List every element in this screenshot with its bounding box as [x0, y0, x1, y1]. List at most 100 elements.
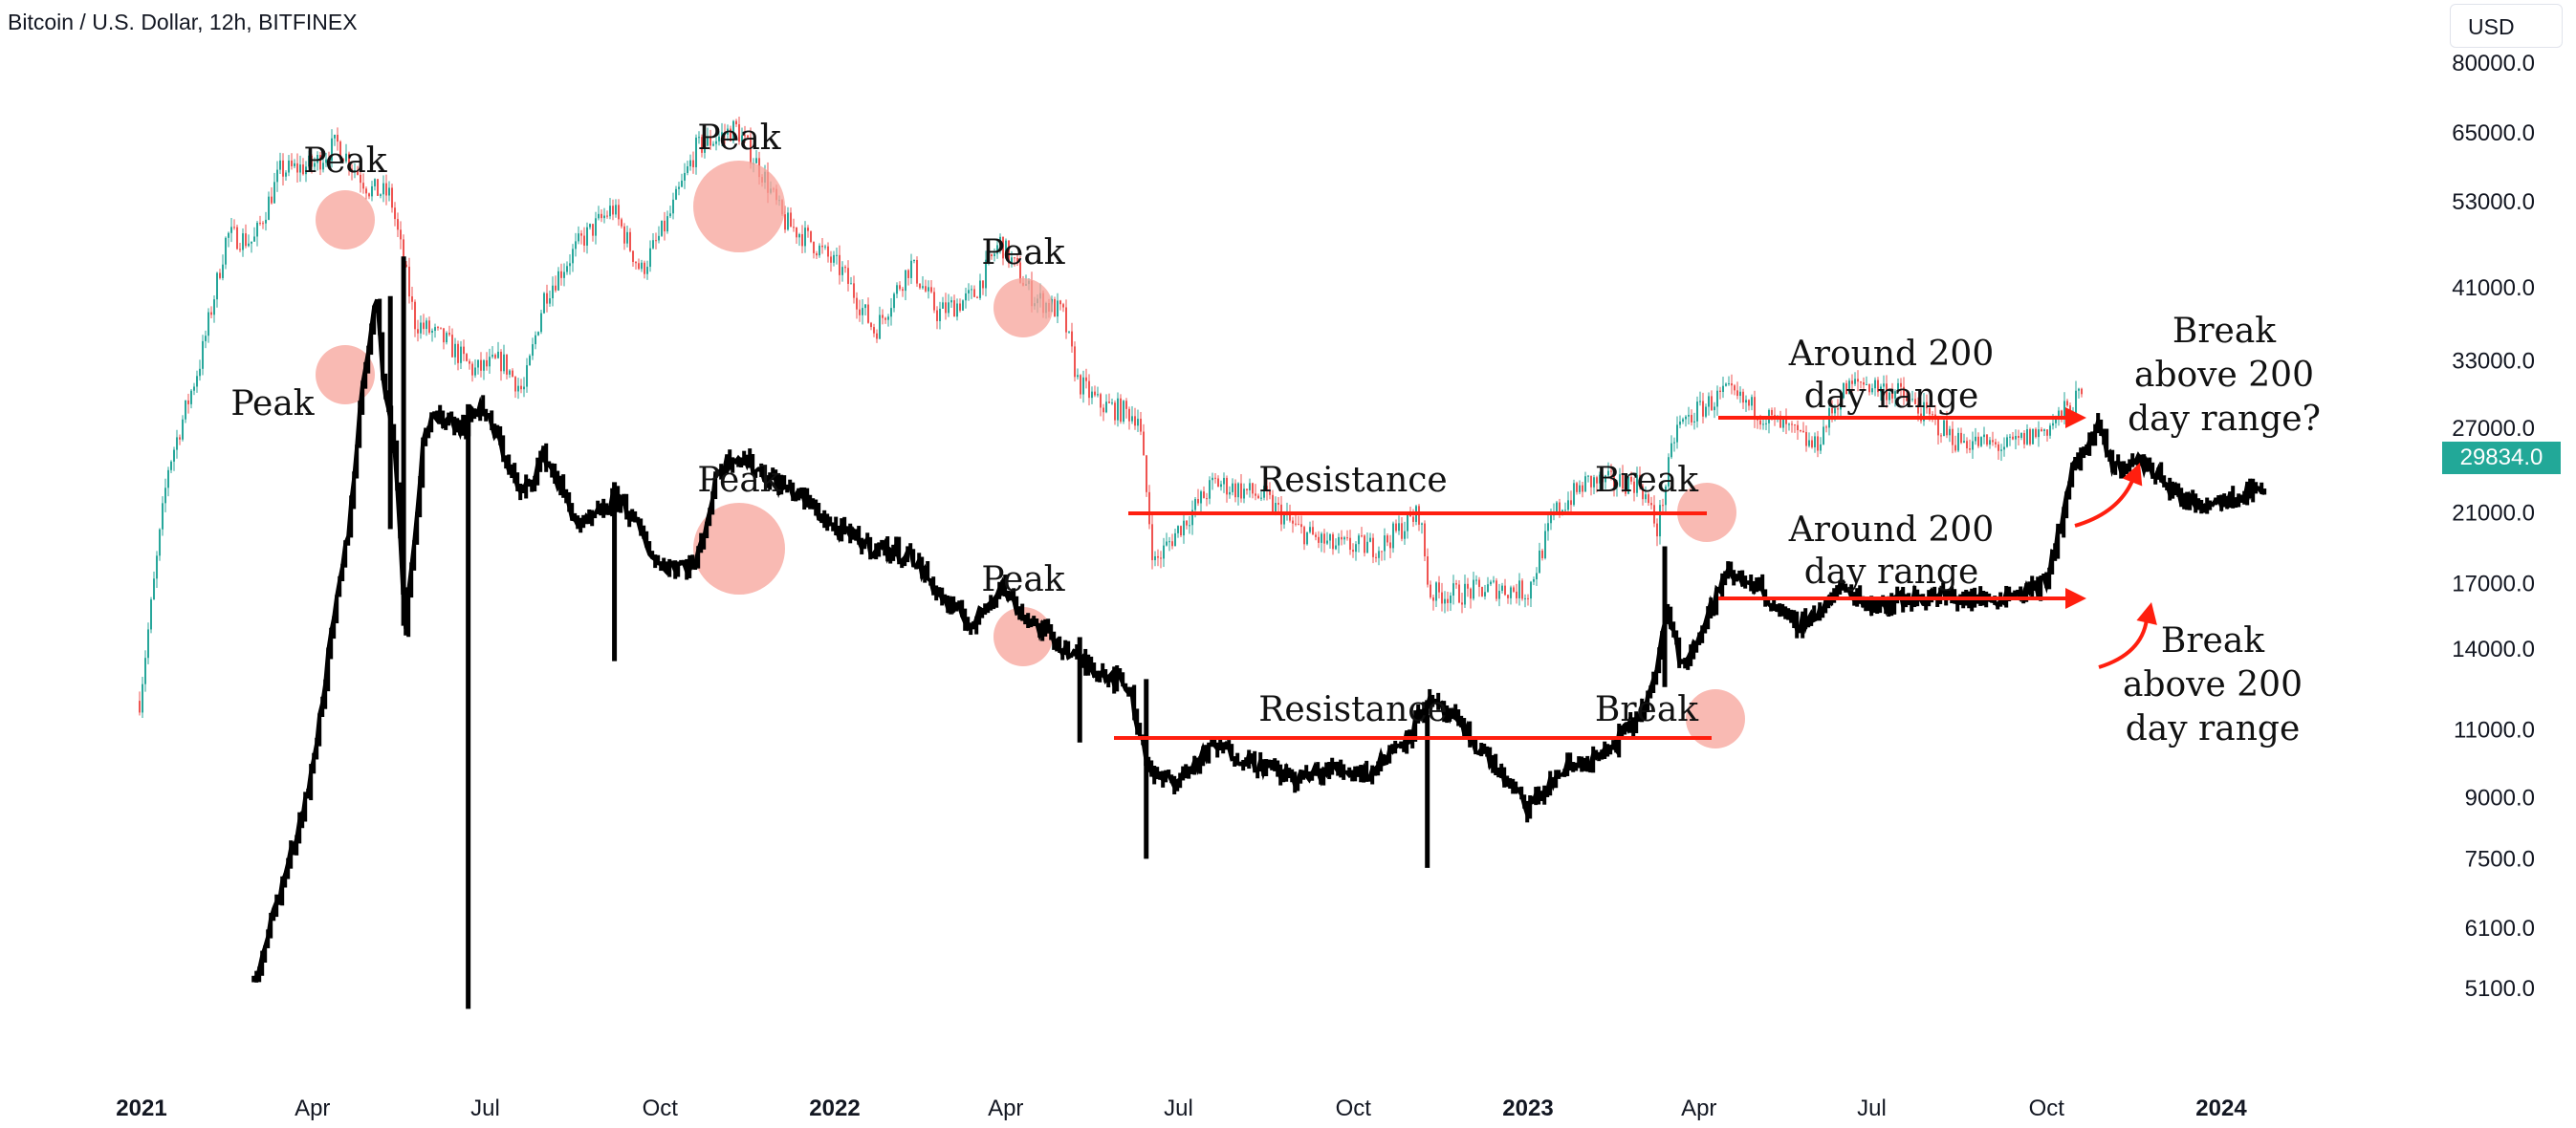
candle-body	[388, 187, 391, 196]
candle-body	[2055, 417, 2058, 423]
candle-body	[612, 206, 615, 215]
candle-body	[1163, 545, 1166, 559]
candle-body	[2023, 433, 2026, 445]
chart-title: Bitcoin / U.S. Dollar, 12h, BITFINEX	[8, 10, 358, 34]
candle-body	[1909, 399, 1911, 401]
candle-body	[1802, 430, 1805, 432]
candle-body	[638, 263, 641, 270]
candle-body	[1432, 597, 1435, 601]
candle-body	[609, 206, 612, 217]
candle-body	[962, 300, 965, 311]
time-axis[interactable]: 2021 Apr Jul Oct 2022 Apr Jul Oct 2023 Apr Jul Oct 2…	[116, 1095, 2247, 1121]
candle-body	[256, 223, 259, 237]
candle-body	[1860, 381, 1863, 383]
candle-body	[712, 143, 715, 146]
candle-body	[1556, 502, 1559, 512]
candle-body	[1461, 602, 1464, 605]
candle-body	[1711, 396, 1714, 411]
candle-body	[1309, 527, 1312, 532]
candle-body	[1820, 444, 1823, 451]
candle-body	[1232, 483, 1234, 492]
candle-body	[225, 237, 228, 265]
x-tick-label: Oct	[643, 1095, 679, 1121]
arrow-head	[2122, 463, 2143, 487]
candle-body	[1194, 499, 1197, 510]
candle-body	[1214, 477, 1217, 479]
candle-body	[222, 264, 225, 278]
candle-body	[365, 188, 368, 194]
candle-body	[1148, 491, 1151, 525]
candle-body	[162, 503, 164, 530]
candle-body	[535, 335, 537, 345]
candle-body	[1748, 400, 1751, 406]
candle-body	[1346, 537, 1349, 539]
candle-body	[968, 290, 971, 293]
currency-button[interactable]: USD	[2450, 4, 2563, 48]
candle-body	[1903, 386, 1906, 397]
candle-body	[1372, 537, 1375, 557]
candle-body	[810, 230, 813, 243]
candle-body	[1530, 581, 1533, 599]
candle-body	[2003, 446, 2006, 450]
candle-body	[844, 267, 847, 269]
candle-body	[1283, 514, 1286, 525]
candle-body	[1570, 500, 1573, 506]
candle-body	[190, 390, 193, 404]
candle-body	[514, 377, 517, 392]
candle-body	[199, 368, 202, 377]
candle-body	[1975, 436, 1977, 442]
candle-body	[368, 193, 371, 197]
candle-body	[1151, 524, 1154, 561]
candle-body	[1097, 394, 1100, 396]
candle-body	[1102, 407, 1105, 413]
candle-body	[1352, 550, 1355, 553]
peak-highlight-circle	[993, 278, 1053, 337]
candle-body	[1120, 398, 1123, 423]
candle-body	[1455, 583, 1458, 585]
candle-body	[976, 296, 979, 298]
candle-body	[890, 308, 893, 317]
candle-body	[1366, 541, 1369, 553]
candle-body	[2000, 449, 2003, 451]
candle-body	[1722, 385, 1725, 392]
candle-body	[1986, 434, 1989, 445]
candle-body	[1137, 419, 1140, 426]
candle-body	[348, 153, 351, 169]
candle-body	[1487, 584, 1490, 593]
candle-body	[273, 182, 276, 204]
candle-body	[1407, 513, 1409, 531]
candle-body	[623, 226, 626, 244]
candle-body	[170, 461, 173, 470]
candle-body	[635, 261, 638, 264]
candle-body	[408, 267, 411, 297]
candle-body	[1877, 380, 1880, 393]
candle-body	[142, 683, 144, 713]
candle-body	[1105, 401, 1108, 413]
candle-body	[873, 327, 876, 334]
candle-body	[896, 285, 899, 294]
candle-body	[1550, 515, 1553, 524]
annotation-text: Break	[1595, 690, 1699, 729]
candle-body	[1452, 583, 1455, 597]
candle-body	[374, 179, 377, 186]
candle-body	[1447, 598, 1450, 603]
candle-body	[391, 187, 394, 208]
candle-body	[144, 658, 147, 684]
candle-body	[1963, 441, 1966, 444]
candle-body	[362, 183, 365, 189]
candle-body	[1708, 396, 1711, 407]
candle-body	[1814, 436, 1817, 447]
price-axis[interactable]: 100000.0 80000.0 65000.0 53000.0 41000.0 3300…	[2439, 0, 2535, 1002]
candle-body	[1797, 424, 1800, 431]
candle-body	[1252, 483, 1255, 494]
candle-body	[1226, 477, 1229, 495]
candle-body	[1318, 536, 1321, 543]
candle-body	[1217, 478, 1220, 488]
peak-highlight-circle	[316, 190, 375, 249]
candle-body	[1868, 383, 1871, 393]
candle-body	[1450, 596, 1452, 603]
candle-body	[910, 260, 913, 278]
candle-body	[1937, 418, 1940, 436]
y-tick-label: 65000.0	[2452, 120, 2535, 146]
